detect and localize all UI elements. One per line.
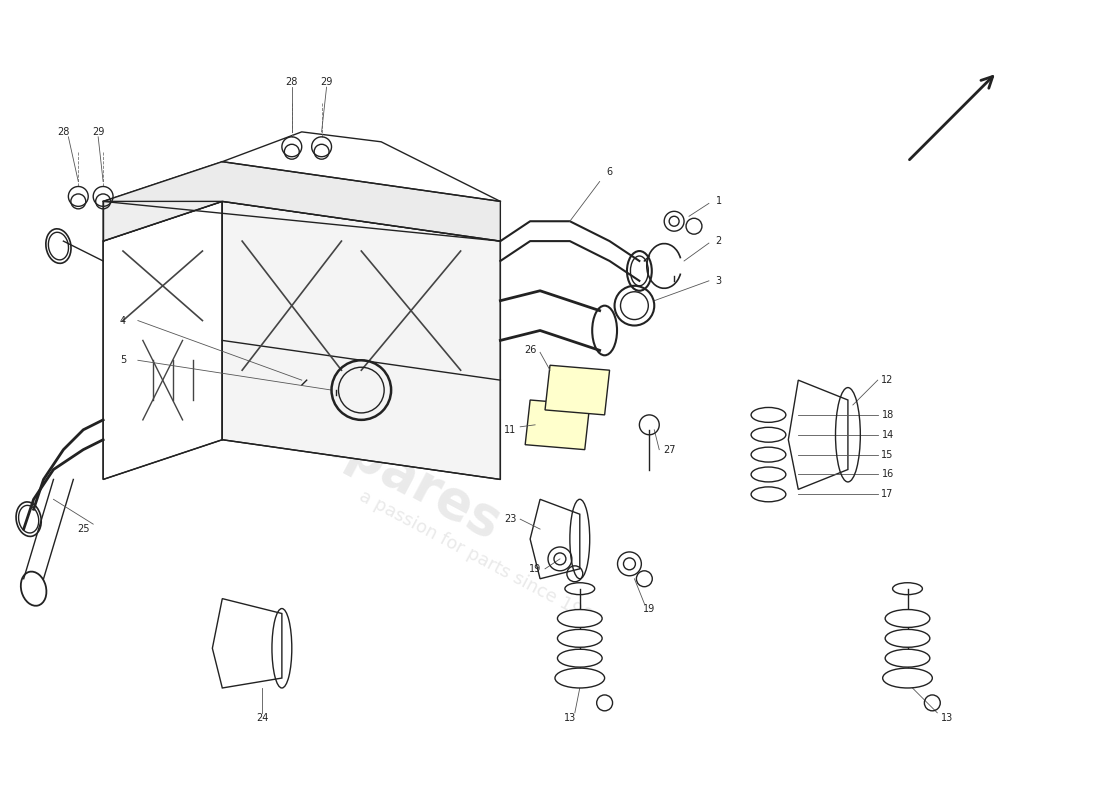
Text: 19: 19 [529, 564, 541, 574]
Polygon shape [212, 598, 282, 688]
Text: eurospares: eurospares [192, 349, 510, 550]
Text: 14: 14 [881, 430, 894, 440]
Text: 15: 15 [881, 450, 894, 460]
Text: 13: 13 [942, 713, 954, 722]
Text: 17: 17 [881, 490, 894, 499]
Polygon shape [103, 162, 222, 241]
Ellipse shape [886, 650, 929, 667]
Text: 12: 12 [881, 375, 894, 385]
Text: 29: 29 [92, 127, 104, 137]
Text: 29: 29 [320, 78, 332, 87]
Text: 5: 5 [120, 355, 127, 366]
Polygon shape [525, 400, 590, 450]
Text: 23: 23 [504, 514, 517, 524]
Text: 26: 26 [524, 346, 537, 355]
Text: 27: 27 [663, 445, 675, 454]
Text: 3: 3 [716, 276, 722, 286]
Ellipse shape [558, 630, 602, 647]
Text: 24: 24 [256, 713, 268, 722]
Polygon shape [222, 202, 500, 479]
Text: 28: 28 [286, 78, 298, 87]
Ellipse shape [558, 650, 602, 667]
Text: a passion for parts since 1985: a passion for parts since 1985 [356, 487, 605, 631]
Polygon shape [530, 499, 580, 578]
Text: 25: 25 [77, 524, 89, 534]
Ellipse shape [882, 668, 933, 688]
Text: 2: 2 [716, 236, 722, 246]
Ellipse shape [558, 610, 602, 627]
Text: 19: 19 [644, 603, 656, 614]
Text: 28: 28 [57, 127, 69, 137]
Ellipse shape [886, 610, 929, 627]
Text: 1: 1 [716, 196, 722, 206]
Polygon shape [789, 380, 848, 490]
Text: 6: 6 [606, 166, 613, 177]
Polygon shape [103, 162, 500, 241]
Polygon shape [103, 202, 222, 479]
Ellipse shape [556, 668, 605, 688]
Text: 18: 18 [881, 410, 894, 420]
Text: 11: 11 [504, 425, 516, 434]
Text: 16: 16 [881, 470, 894, 479]
Text: 4: 4 [120, 315, 127, 326]
Ellipse shape [886, 630, 929, 647]
Text: 13: 13 [563, 713, 576, 722]
Polygon shape [544, 366, 609, 415]
